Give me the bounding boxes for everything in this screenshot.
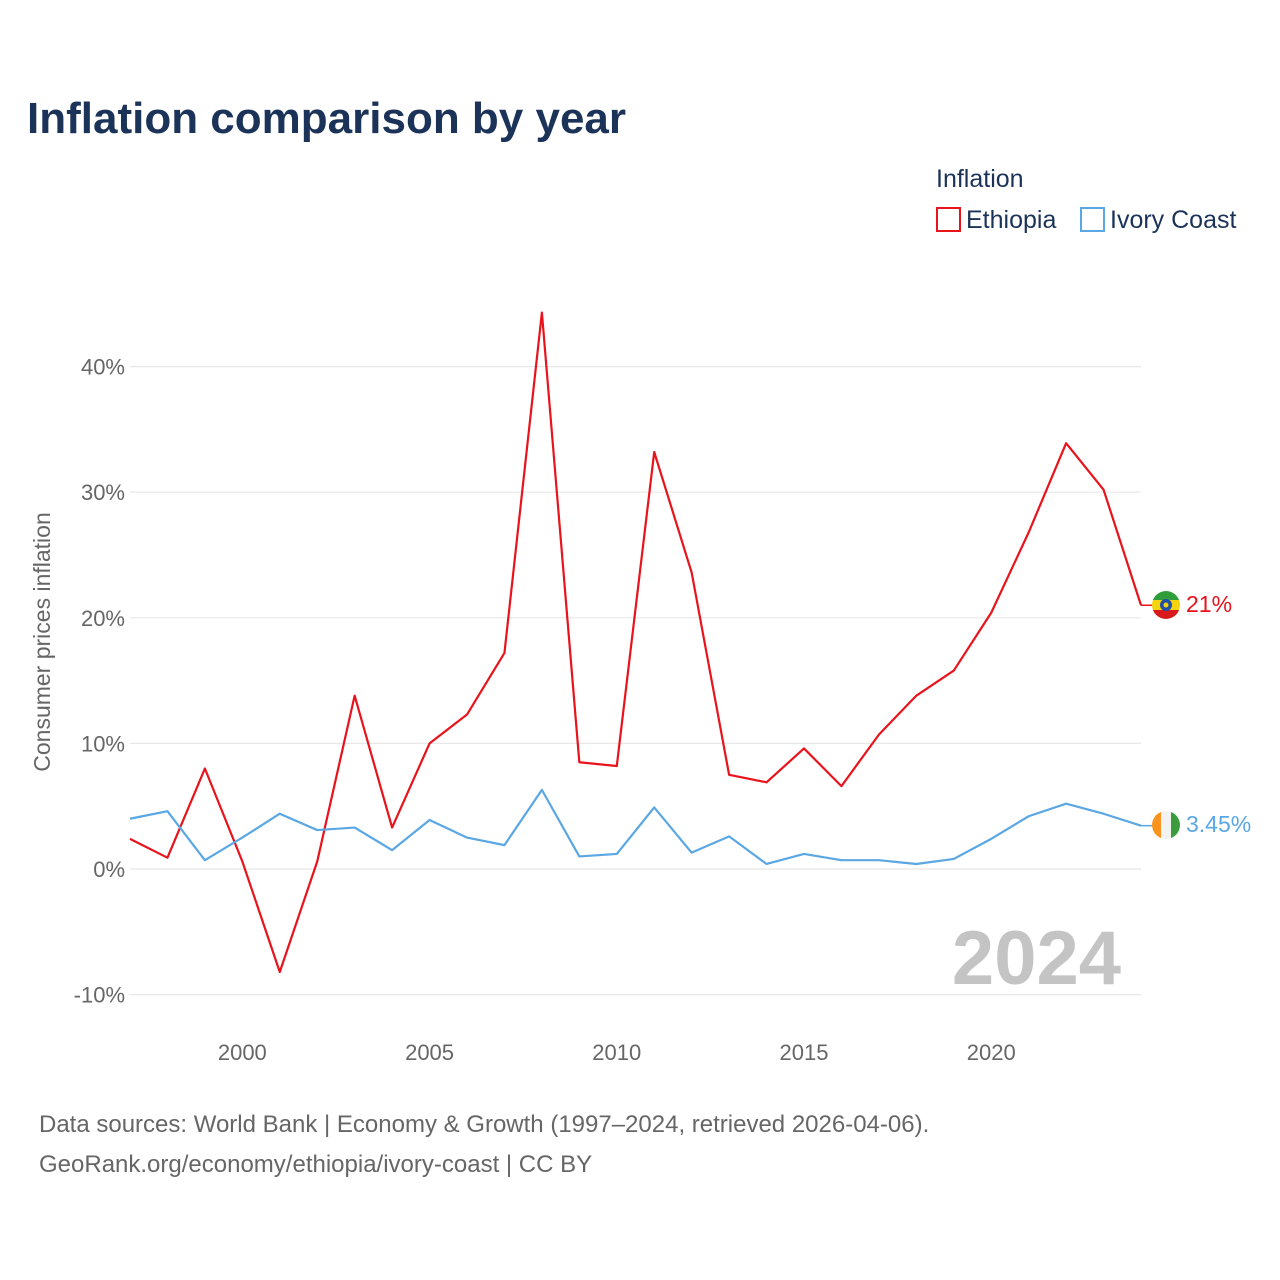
x-tick-label: 2005 (405, 1040, 454, 1065)
y-tick-label: -10% (74, 983, 125, 1008)
ethiopia-flag-icon (1152, 591, 1180, 619)
y-tick-label: 10% (81, 731, 125, 756)
grid (130, 366, 1141, 996)
y-axis-label: Consumer prices inflation (29, 512, 55, 772)
legend-swatch-ethiopia (936, 207, 961, 232)
legend-title: Inflation (936, 165, 1024, 193)
y-tick-label: 20% (81, 606, 125, 631)
y-tick-label: 30% (81, 480, 125, 505)
series-line-ethiopia[interactable] (129, 311, 1143, 974)
source-line-1: Data sources: World Bank | Economy & Gro… (39, 1111, 929, 1138)
series-line-ivory-coast[interactable] (129, 788, 1142, 866)
x-tick-label: 2000 (218, 1040, 267, 1065)
y-tick-label: 40% (81, 355, 125, 380)
x-axis-ticks: 2000 2005 2010 2015 2020 (218, 1040, 1016, 1065)
y-tick-label: 0% (93, 857, 125, 882)
legend-label-ivory-coast: Ivory Coast (1110, 206, 1236, 234)
y-axis-ticks: -10% 0% 10% 20% 30% 40% (74, 355, 125, 1008)
chart-title: Inflation comparison by year (27, 94, 626, 143)
legend-entry-ethiopia[interactable]: Ethiopia (936, 206, 1056, 234)
year-watermark: 2024 (952, 916, 1121, 1001)
legend-label-ethiopia: Ethiopia (966, 206, 1056, 234)
end-label-ethiopia: 21% (1186, 591, 1232, 617)
series (129, 311, 1152, 974)
end-label-ivory-coast: 3.45% (1186, 811, 1251, 837)
legend-swatch-ivory-coast (1080, 207, 1105, 232)
source-line-2[interactable]: GeoRank.org/economy/ethiopia/ivory-coast… (39, 1151, 592, 1178)
x-tick-label: 2020 (967, 1040, 1016, 1065)
legend-entry-ivory-coast[interactable]: Ivory Coast (1080, 206, 1236, 234)
ivory-coast-flag-icon (1152, 811, 1180, 839)
x-tick-label: 2010 (592, 1040, 641, 1065)
x-tick-label: 2015 (780, 1040, 829, 1065)
